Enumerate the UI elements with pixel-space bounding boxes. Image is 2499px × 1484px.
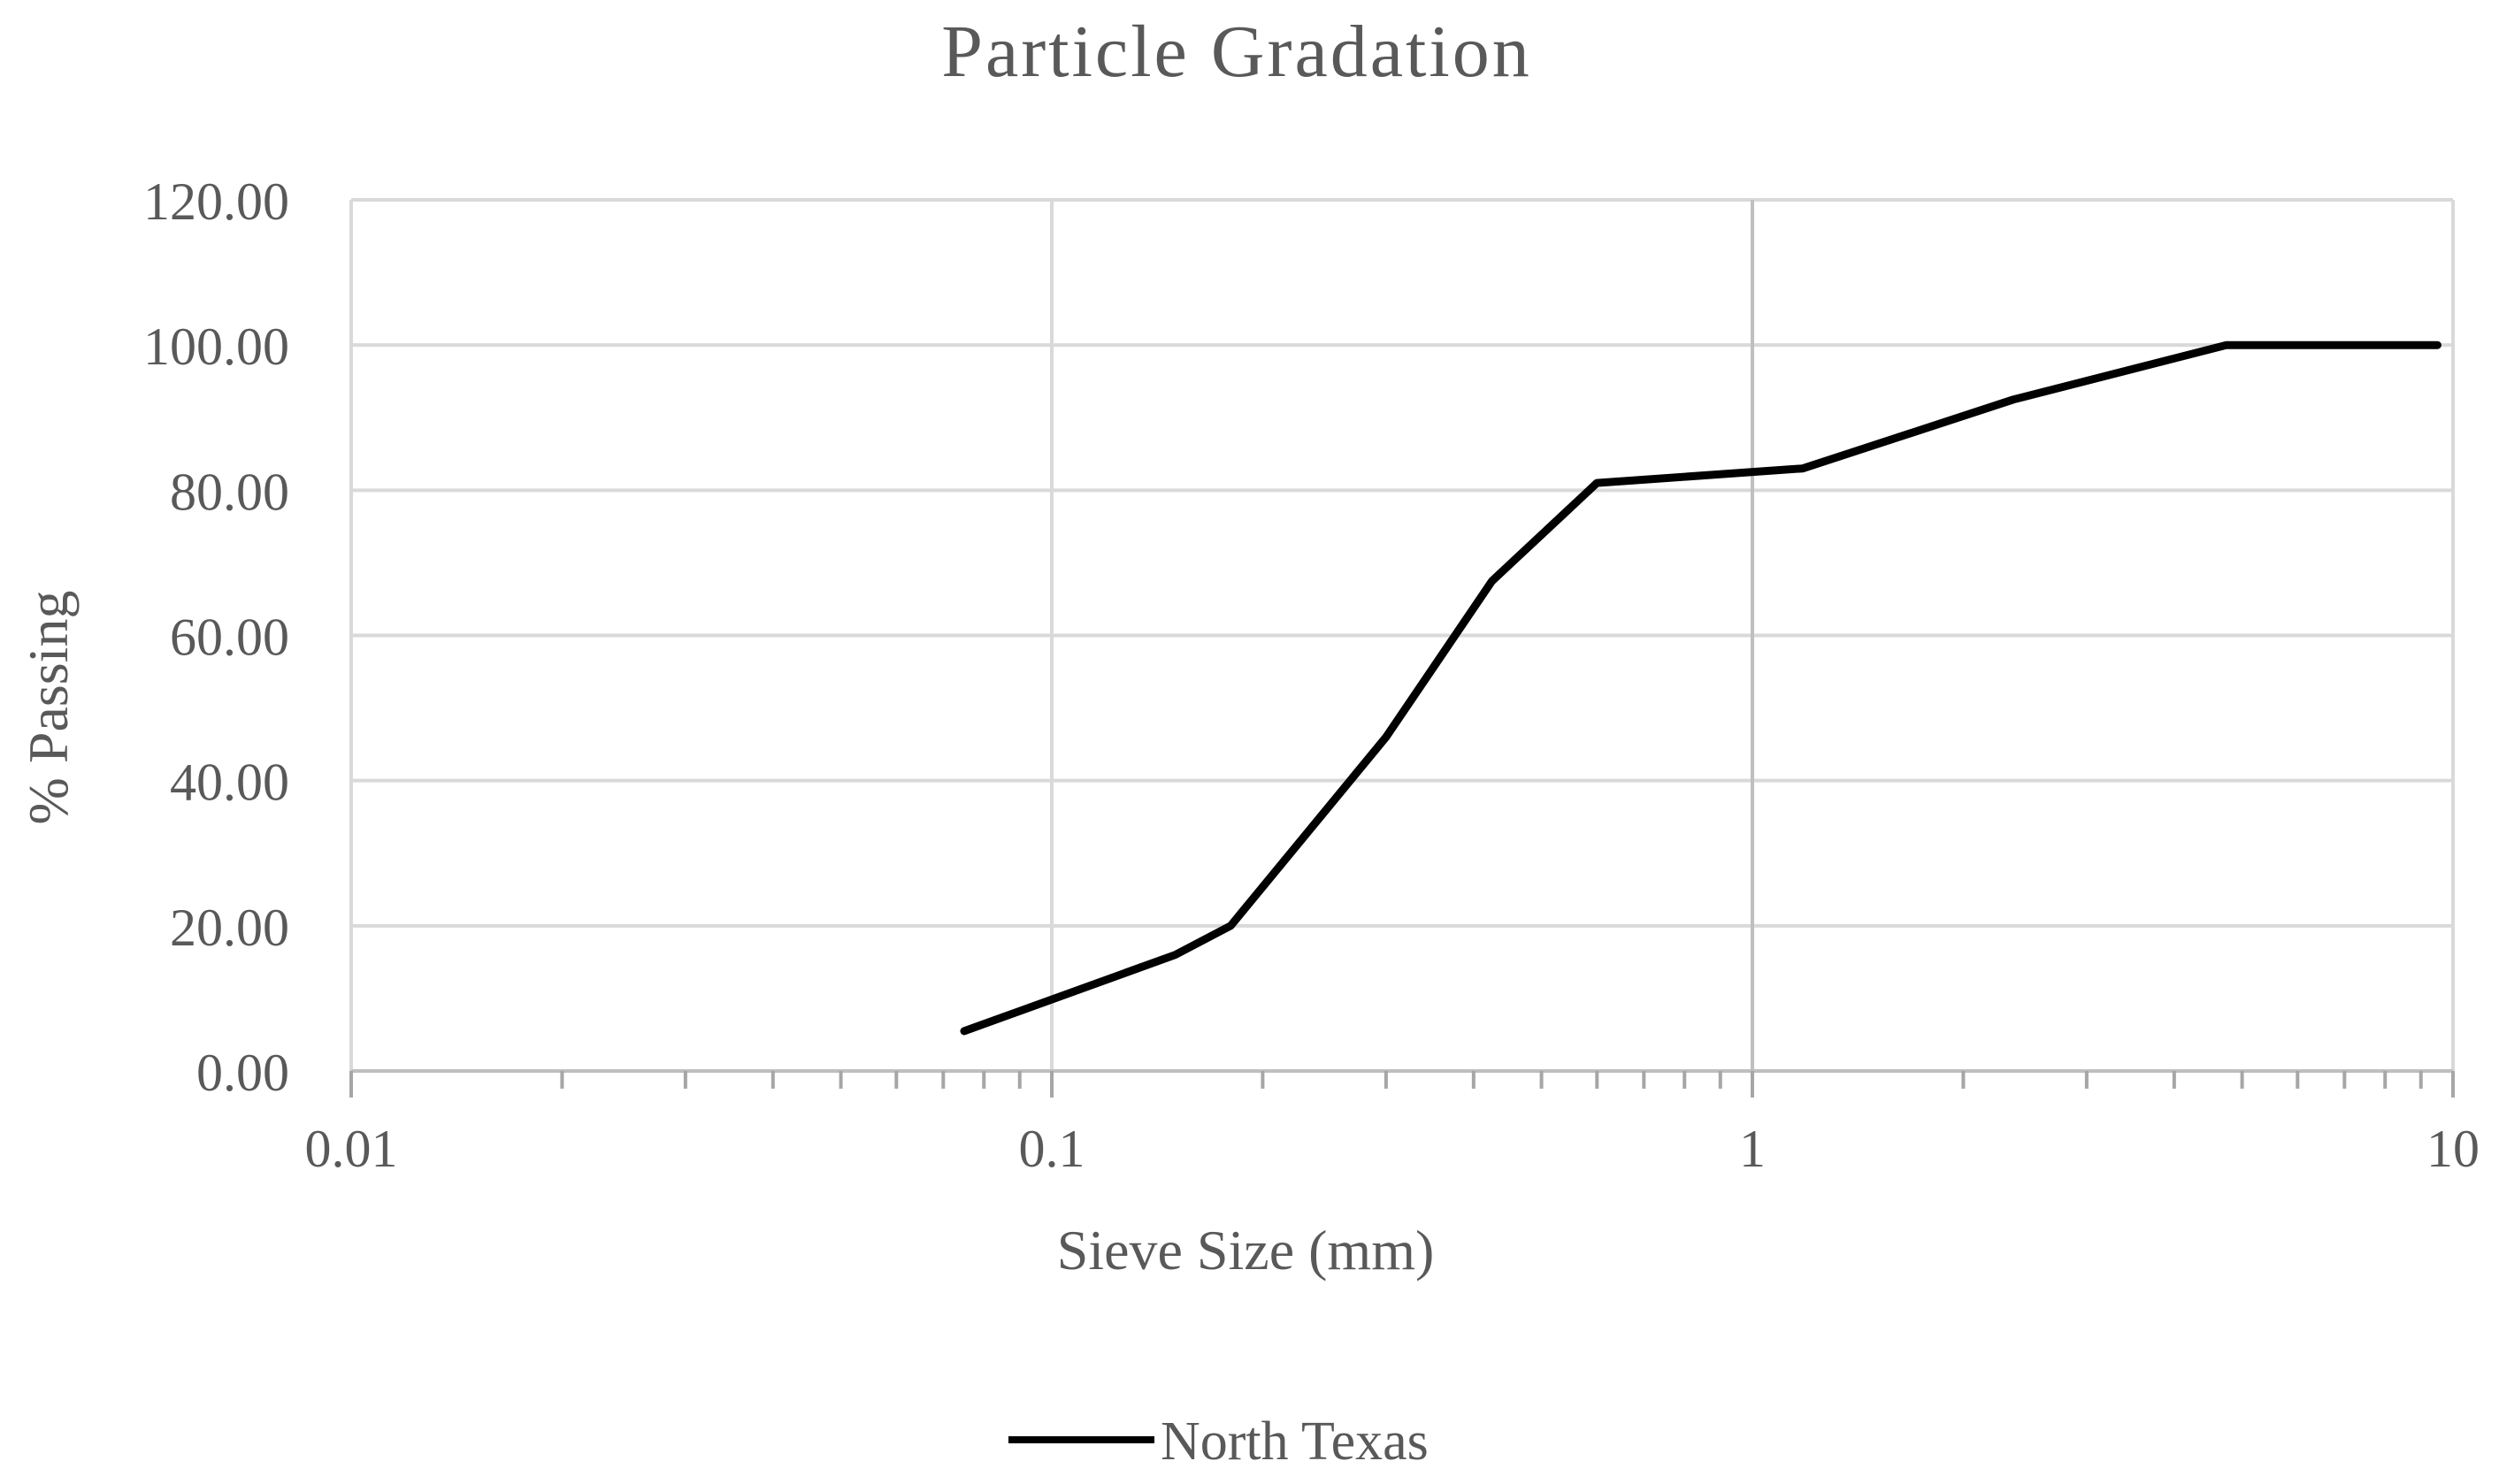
- series-line-north-texas: [960, 340, 2442, 1036]
- x-tick-label: 0.1: [1019, 1120, 1085, 1178]
- y-tick-label: 100.00: [143, 317, 289, 376]
- y-tick-label: 80.00: [170, 463, 289, 521]
- tick-labels: 0.00 20.00 40.00 60.00 80.00 100.00 120.00 0.01…: [143, 172, 2480, 1178]
- series-layer: [960, 340, 2442, 1036]
- axes: [349, 1069, 2455, 1098]
- y-tick-label: 60.00: [170, 608, 289, 667]
- y-tick-label: 0.00: [196, 1044, 289, 1102]
- x-tick-label: 10: [2426, 1120, 2480, 1178]
- legend: North Texas: [1008, 1411, 1429, 1472]
- x-tick-label: 0.01: [305, 1120, 398, 1178]
- x-axis-label: Sieve Size (mm): [1057, 1219, 1435, 1281]
- x-tick-label: 1: [1739, 1120, 1766, 1178]
- y-tick-label: 120.00: [143, 172, 289, 231]
- chart-title: Particle Gradation: [941, 11, 1531, 93]
- grid: [349, 198, 2455, 1071]
- y-tick-label: 20.00: [170, 899, 289, 957]
- legend-label-north-texas: North Texas: [1161, 1411, 1429, 1472]
- y-axis-label: % Passing: [17, 591, 80, 825]
- y-tick-label: 40.00: [170, 753, 289, 812]
